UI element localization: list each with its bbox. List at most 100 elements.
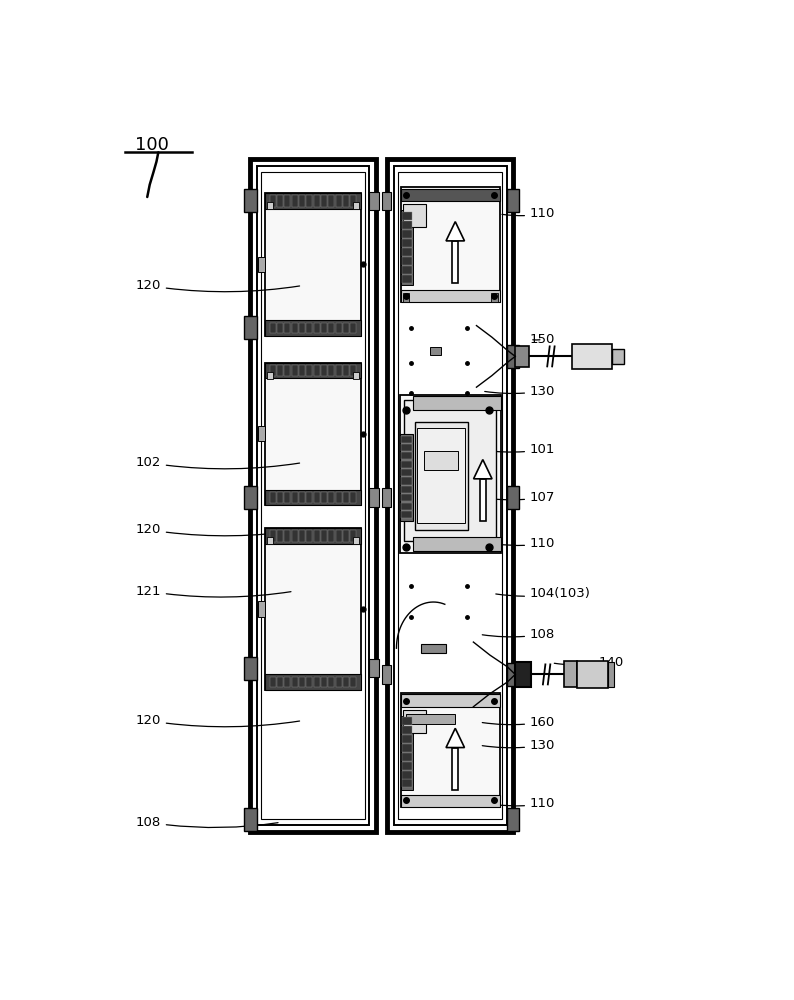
Bar (564, 661, 577, 687)
Bar (507, 345, 519, 368)
Bar (343, 323, 349, 333)
Bar (314, 677, 320, 687)
Bar (321, 323, 327, 333)
Bar (394, 166, 507, 825)
Bar (402, 266, 412, 274)
Bar (270, 530, 276, 542)
Text: 110: 110 (502, 207, 555, 220)
Bar (291, 195, 298, 207)
Bar (268, 372, 273, 379)
Polygon shape (473, 460, 492, 479)
Bar (401, 444, 412, 451)
Bar (336, 323, 341, 333)
Bar (284, 195, 291, 207)
Text: 130: 130 (482, 739, 555, 752)
Bar (415, 422, 468, 530)
Bar (321, 677, 327, 687)
Bar (430, 347, 441, 355)
Bar (299, 492, 305, 503)
Bar (314, 492, 320, 503)
Bar (314, 323, 320, 333)
Bar (453, 241, 458, 283)
Bar (401, 693, 500, 807)
Text: 104(103): 104(103) (495, 587, 591, 600)
Bar (507, 808, 519, 831)
Bar (306, 323, 313, 333)
Bar (245, 316, 256, 339)
Bar (265, 363, 360, 505)
Bar (245, 486, 256, 509)
Text: 121: 121 (135, 585, 291, 598)
Bar (350, 492, 357, 503)
Bar (399, 395, 501, 553)
Bar (277, 195, 283, 207)
Bar (343, 492, 349, 503)
Bar (403, 293, 410, 302)
Bar (350, 195, 357, 207)
Bar (577, 661, 608, 688)
Bar (329, 365, 334, 376)
Bar (413, 537, 501, 551)
Bar (480, 479, 486, 521)
Bar (399, 172, 503, 819)
Bar (270, 492, 276, 503)
Bar (299, 530, 305, 542)
Bar (336, 195, 341, 207)
Bar (382, 192, 391, 210)
Bar (245, 808, 256, 831)
Bar (321, 195, 327, 207)
Text: 107: 107 (482, 491, 555, 504)
Bar (387, 158, 514, 832)
Bar (369, 659, 379, 677)
Bar (306, 677, 313, 687)
Text: 100: 100 (135, 136, 169, 154)
Bar (306, 365, 313, 376)
Bar (265, 528, 360, 690)
Bar (258, 257, 265, 272)
Bar (515, 662, 531, 687)
Bar (299, 677, 305, 687)
Bar (343, 530, 349, 542)
Bar (306, 492, 313, 503)
Bar (369, 488, 379, 507)
Bar (245, 657, 256, 680)
Bar (314, 365, 320, 376)
Text: 110: 110 (495, 537, 555, 550)
Bar (265, 193, 360, 336)
Text: 160: 160 (482, 716, 555, 729)
Polygon shape (446, 728, 464, 748)
Bar (265, 528, 360, 544)
Bar (306, 530, 313, 542)
Bar (291, 365, 298, 376)
Bar (612, 349, 624, 364)
Bar (572, 344, 612, 369)
Bar (401, 452, 412, 459)
Bar (321, 365, 327, 376)
Bar (343, 365, 349, 376)
Bar (299, 323, 305, 333)
Bar (270, 323, 276, 333)
Bar (453, 748, 458, 790)
Text: 120: 120 (136, 523, 299, 536)
Bar (402, 275, 412, 283)
Bar (515, 346, 530, 367)
Bar (291, 677, 298, 687)
Bar (401, 716, 413, 790)
Bar (291, 530, 298, 542)
Bar (277, 677, 283, 687)
Bar (336, 365, 341, 376)
Bar (258, 426, 265, 441)
Bar (277, 323, 283, 333)
Bar (402, 221, 412, 229)
Bar (270, 677, 276, 687)
Text: 130: 130 (485, 385, 555, 398)
Bar (507, 486, 519, 509)
Bar (314, 530, 320, 542)
Bar (406, 714, 455, 724)
Bar (265, 193, 360, 209)
Text: 110: 110 (491, 797, 555, 810)
Text: 108: 108 (136, 816, 278, 829)
Bar (399, 434, 413, 521)
Bar (329, 677, 334, 687)
Bar (382, 665, 391, 684)
